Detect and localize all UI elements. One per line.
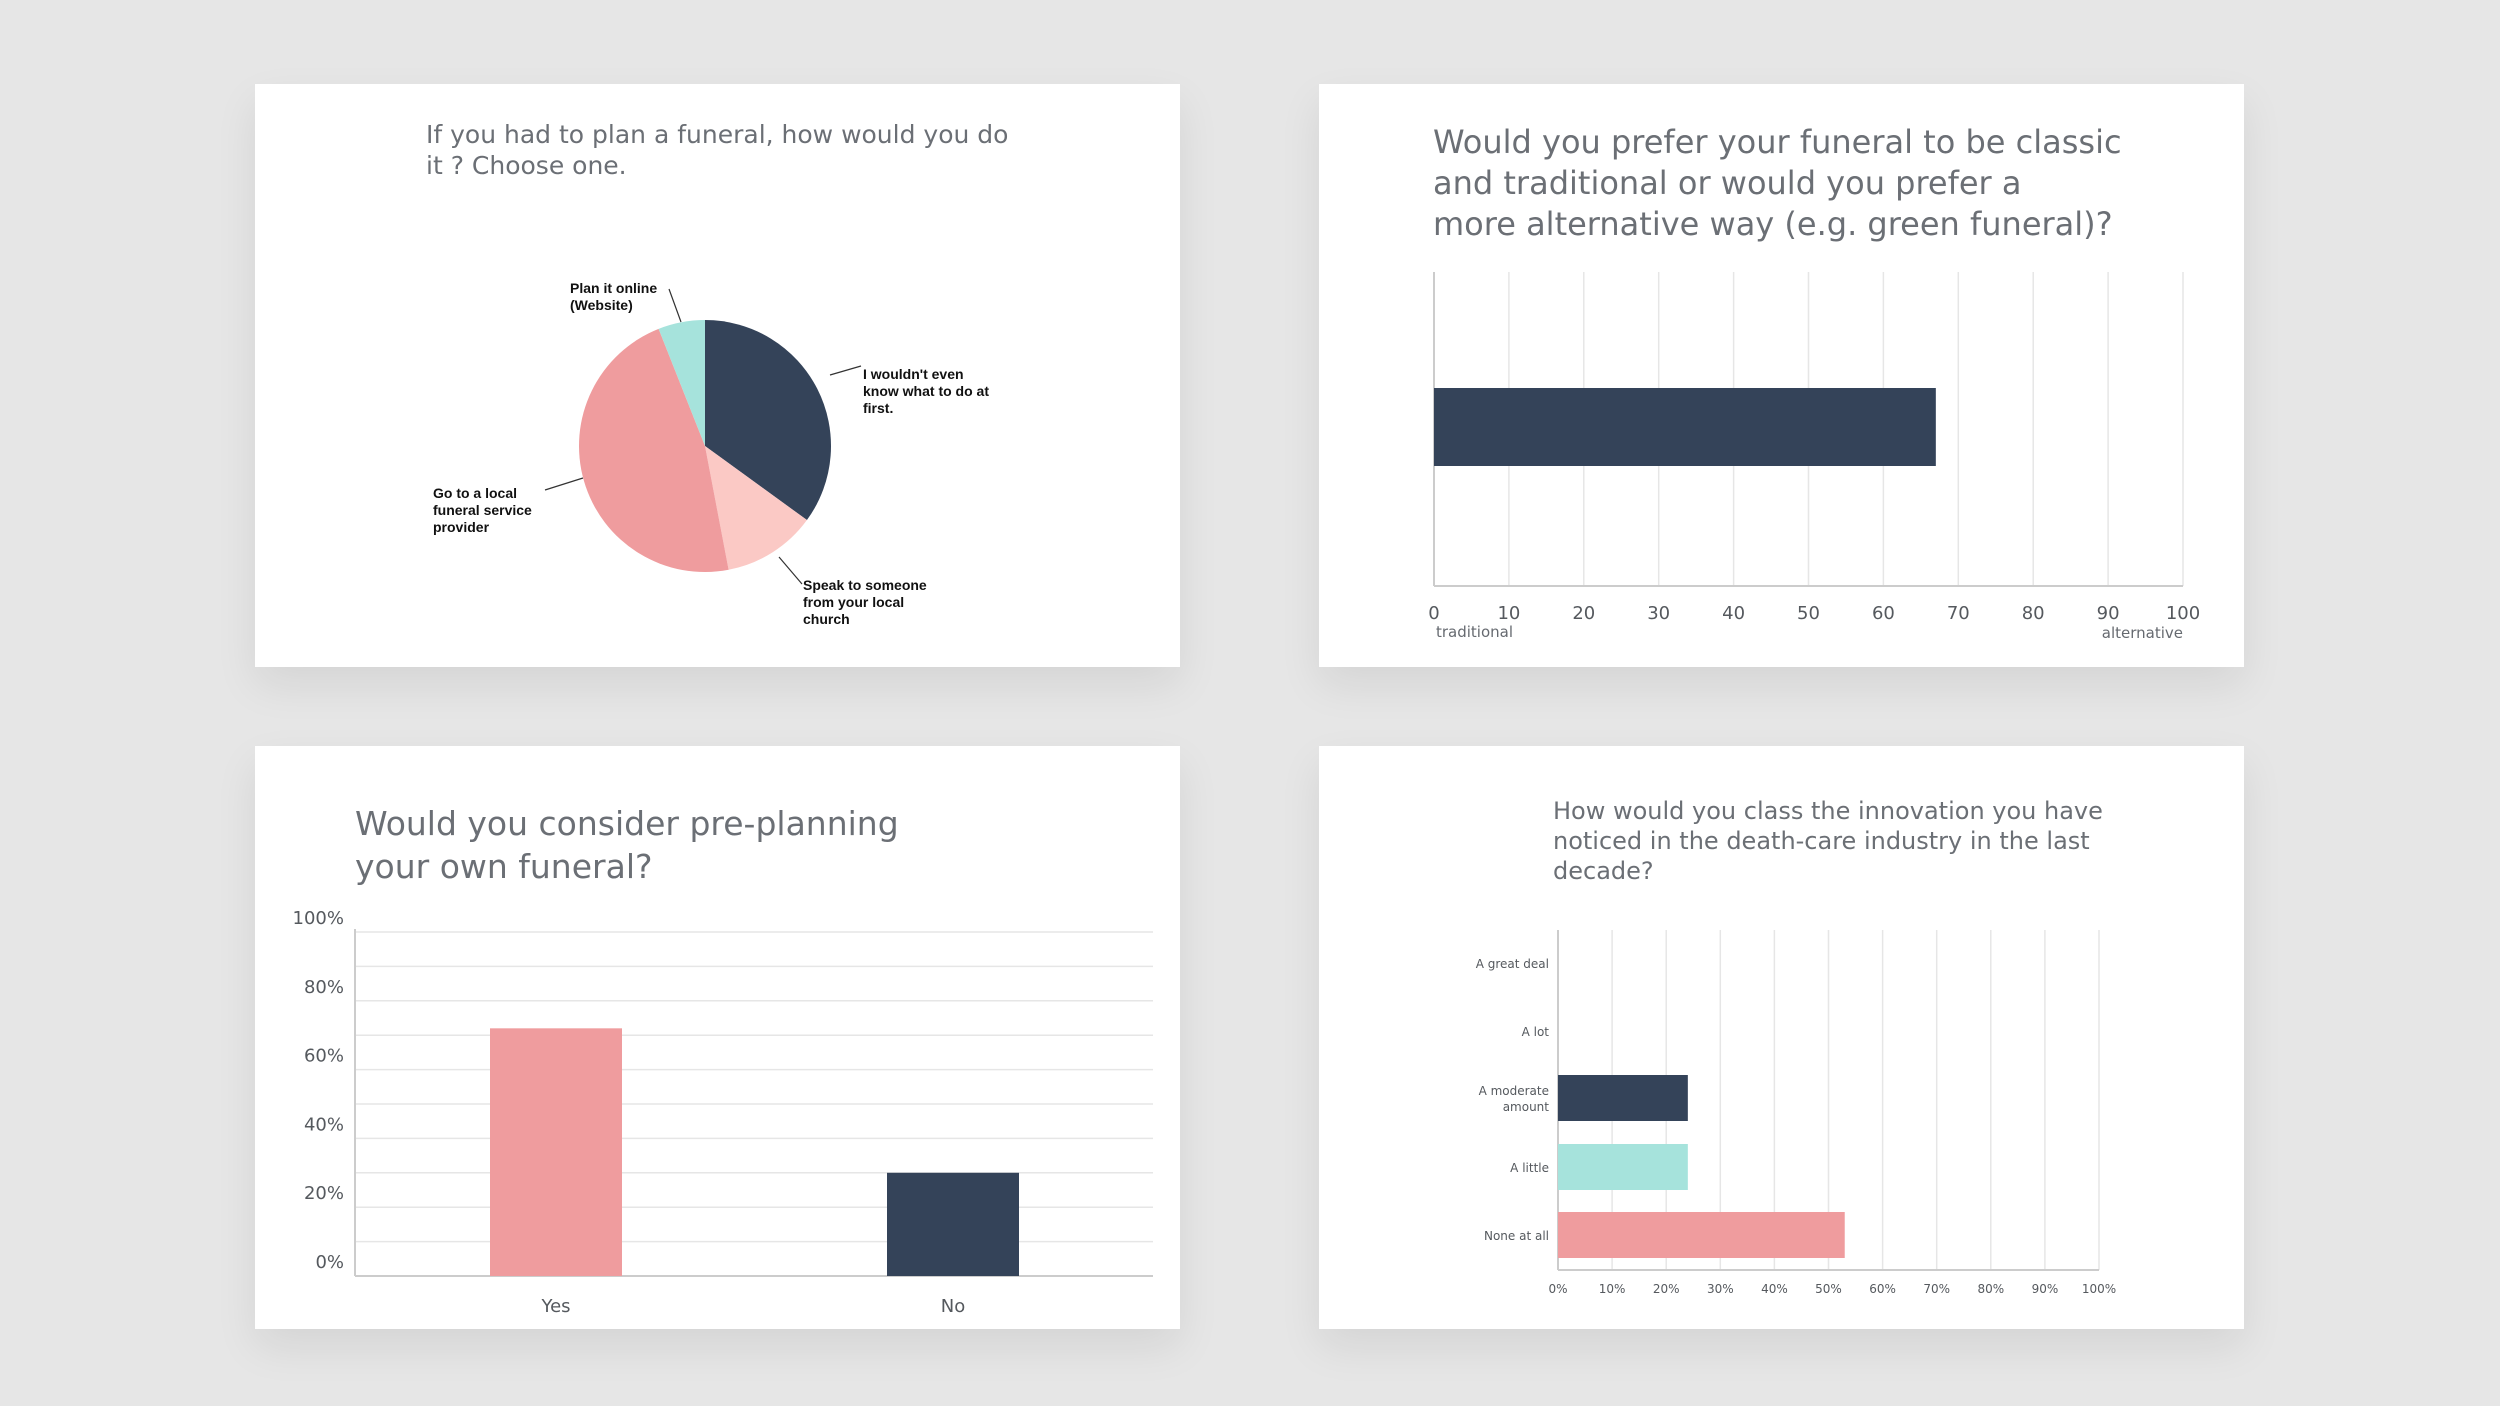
bar (490, 1028, 622, 1276)
pie-chart-card: If you had to plan a funeral, how would … (255, 84, 1180, 667)
bar (1558, 1075, 1688, 1121)
x-axis-left-label: traditional (1436, 623, 1513, 641)
innovation-bar-chart: How would you class the innovation you h… (1476, 797, 2116, 1296)
x-tick-label: 30% (1707, 1282, 1734, 1296)
y-tick-label: 80% (304, 977, 344, 998)
pie-slice-label: first. (863, 400, 893, 416)
x-tick-label: 30 (1647, 603, 1670, 624)
pie-slice-label: church (803, 611, 850, 627)
x-tick-label: 90 (2097, 603, 2120, 624)
pie-slice-label: Plan it online (570, 280, 657, 296)
pie-leader-line (668, 288, 682, 323)
pie-slice-label: Speak to someone (803, 577, 927, 593)
y-category-label: A great deal (1476, 957, 1549, 971)
x-tick-label: 20% (1653, 1282, 1680, 1296)
bar (1558, 1212, 1845, 1258)
pie-slice-label: I wouldn't even (863, 366, 964, 382)
chart-title-line: and traditional or would you prefer a (1433, 164, 2021, 202)
pie-slice-label: provider (433, 519, 490, 535)
x-tick-label: 20 (1572, 603, 1595, 624)
chart-title-line: Would you consider pre-planning (355, 804, 899, 843)
pie-slice-label: Go to a local (433, 485, 517, 501)
pie-leader-line (544, 477, 584, 491)
x-tick-label: 60% (1869, 1282, 1896, 1296)
funeral-planning-pie-chart: If you had to plan a funeral, how would … (426, 120, 1008, 627)
x-tick-label: 100 (2166, 603, 2200, 624)
y-tick-label: 0% (315, 1252, 344, 1273)
y-category-label: A lot (1522, 1025, 1550, 1039)
pie-leader-line (778, 556, 803, 585)
x-tick-label: 70 (1947, 603, 1970, 624)
innovation-chart-card: How would you class the innovation you h… (1319, 746, 2244, 1329)
y-tick-label: 60% (304, 1046, 344, 1067)
x-tick-label: 40 (1722, 603, 1745, 624)
chart-title-line: it ? Choose one. (426, 151, 627, 180)
x-tick-label: 100% (2082, 1282, 2116, 1296)
x-axis-right-label: alternative (2102, 624, 2183, 642)
pie-slice (705, 320, 832, 521)
traditional-alternative-bar-chart: Would you prefer your funeral to be clas… (1428, 123, 2200, 642)
bar (1558, 1144, 1688, 1190)
x-tick-label: 0 (1428, 603, 1439, 624)
bar (887, 1172, 1019, 1276)
pie-slice-label: know what to do at (863, 383, 989, 399)
pie-leader-line (829, 365, 862, 376)
chart-title-line: How would you class the innovation you h… (1553, 797, 2103, 825)
chart-title-line: If you had to plan a funeral, how would … (426, 120, 1008, 149)
chart-title-line: noticed in the death-care industry in th… (1553, 827, 2090, 855)
x-tick-label: 90% (2032, 1282, 2059, 1296)
x-tick-label: 80 (2022, 603, 2045, 624)
x-tick-label: 80% (1977, 1282, 2004, 1296)
pie-slice (579, 328, 729, 572)
chart-title-line: Would you prefer your funeral to be clas… (1433, 123, 2122, 161)
y-category-label: amount (1503, 1100, 1550, 1114)
pie-slice (658, 320, 705, 446)
x-tick-label: No (941, 1296, 965, 1317)
y-category-label: A moderate (1479, 1084, 1549, 1098)
chart-title-line: decade? (1553, 857, 1654, 885)
pie-slice-label: from your local (803, 594, 904, 610)
y-tick-label: 100% (293, 908, 344, 929)
x-tick-label: 10 (1497, 603, 1520, 624)
traditional-alternative-chart-card: Would you prefer your funeral to be clas… (1319, 84, 2244, 667)
x-tick-label: 60 (1872, 603, 1895, 624)
y-category-label: A little (1510, 1161, 1549, 1175)
x-tick-label: Yes (540, 1296, 570, 1317)
bar (1434, 388, 1936, 466)
x-tick-label: 50% (1815, 1282, 1842, 1296)
pie-slice (705, 446, 807, 570)
chart-title-line: your own funeral? (355, 847, 653, 886)
x-tick-label: 40% (1761, 1282, 1788, 1296)
pie-slice-label: funeral service (433, 502, 532, 518)
pie-slice-label: (Website) (570, 297, 633, 313)
pre-planning-chart-card: Would you consider pre-planning your own … (255, 746, 1180, 1329)
x-tick-label: 10% (1599, 1282, 1626, 1296)
y-category-label: None at all (1484, 1229, 1549, 1243)
x-tick-label: 70% (1923, 1282, 1950, 1296)
pre-planning-bar-chart: Would you consider pre-planning your own … (293, 804, 1153, 1317)
y-tick-label: 40% (304, 1114, 344, 1135)
chart-title-line: more alternative way (e.g. green funeral… (1433, 205, 2113, 243)
x-tick-label: 0% (1548, 1282, 1567, 1296)
y-tick-label: 20% (304, 1183, 344, 1204)
x-tick-label: 50 (1797, 603, 1820, 624)
